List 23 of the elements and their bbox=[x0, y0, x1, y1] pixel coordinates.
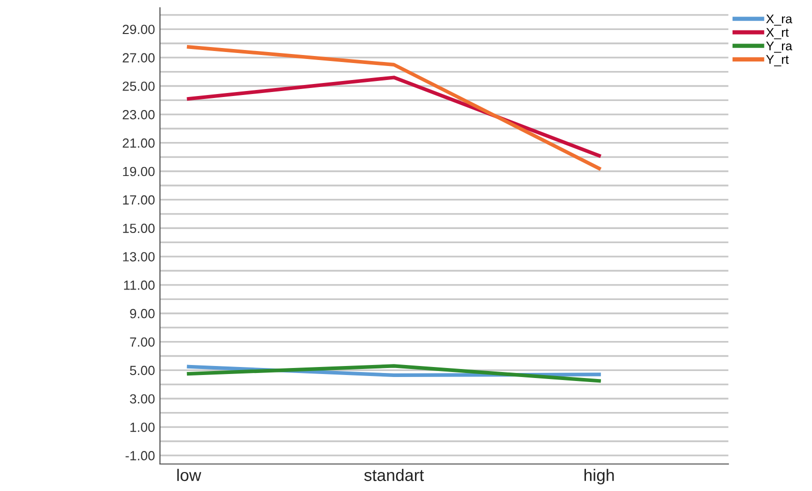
y-tick-label: 27.00 bbox=[122, 53, 155, 62]
y-tick-label: 29.00 bbox=[122, 24, 155, 34]
y-tick-label: 25.00 bbox=[122, 82, 155, 91]
legend-label: Y_rt bbox=[766, 55, 789, 66]
y-tick-label: 13.00 bbox=[123, 252, 155, 262]
y-tick-label: 5.00 bbox=[130, 366, 155, 376]
legend-label: X_rt bbox=[766, 28, 789, 40]
y-tick-label: 1.00 bbox=[130, 422, 155, 432]
legend-label: X_ra bbox=[766, 14, 792, 26]
y-tick-label: 11.00 bbox=[124, 280, 155, 290]
x-tick-label: low bbox=[177, 468, 202, 482]
y-tick-label: 23.00 bbox=[122, 110, 155, 120]
y-tick-label: 21.00 bbox=[122, 138, 155, 148]
y-tick-label: 9.00 bbox=[130, 308, 155, 318]
y-tick-label: 19.00 bbox=[123, 166, 155, 176]
y-tick-label: 3.00 bbox=[130, 394, 155, 404]
y-tick-label: 7.00 bbox=[130, 337, 155, 347]
x-tick-label: high bbox=[584, 468, 614, 484]
y-tick-label: 15.00 bbox=[123, 224, 155, 234]
legend-label: Y_ra bbox=[766, 42, 792, 53]
y-tick-label: -1.00 bbox=[126, 451, 155, 460]
x-tick-label: standart bbox=[364, 468, 424, 482]
y-tick-label: 17.00 bbox=[123, 195, 155, 205]
